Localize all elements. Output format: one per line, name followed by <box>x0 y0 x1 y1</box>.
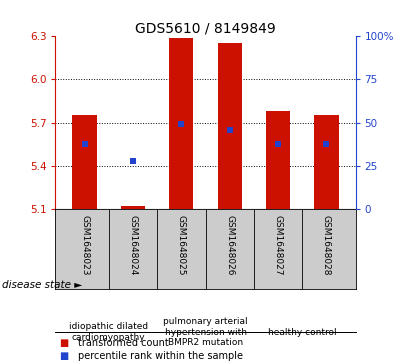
Text: GSM1648023: GSM1648023 <box>80 215 89 276</box>
Text: disease state ►: disease state ► <box>2 280 82 290</box>
Text: GSM1648026: GSM1648026 <box>225 215 234 276</box>
Text: GSM1648028: GSM1648028 <box>322 215 331 276</box>
Point <box>226 127 233 132</box>
Point <box>323 141 330 147</box>
Text: idiopathic dilated
cardiomyopathy: idiopathic dilated cardiomyopathy <box>69 322 148 342</box>
Text: percentile rank within the sample: percentile rank within the sample <box>78 351 243 361</box>
Point <box>81 141 88 147</box>
Bar <box>121 206 145 209</box>
Text: pulmonary arterial
hypertension with
BMPR2 mutation: pulmonary arterial hypertension with BMP… <box>163 317 248 347</box>
Point <box>178 121 185 127</box>
Bar <box>217 44 242 209</box>
Text: GSM1648025: GSM1648025 <box>177 215 186 276</box>
Text: ■: ■ <box>60 351 69 361</box>
Bar <box>266 111 290 209</box>
Bar <box>314 115 339 209</box>
Bar <box>72 115 97 209</box>
Text: transformed count: transformed count <box>78 338 169 348</box>
Text: ■: ■ <box>60 338 69 348</box>
Bar <box>169 38 194 209</box>
Title: GDS5610 / 8149849: GDS5610 / 8149849 <box>135 21 276 35</box>
Text: GSM1648024: GSM1648024 <box>128 215 137 276</box>
Text: GSM1648027: GSM1648027 <box>274 215 283 276</box>
Point <box>275 141 282 147</box>
Point <box>129 158 136 164</box>
Text: healthy control: healthy control <box>268 328 337 337</box>
